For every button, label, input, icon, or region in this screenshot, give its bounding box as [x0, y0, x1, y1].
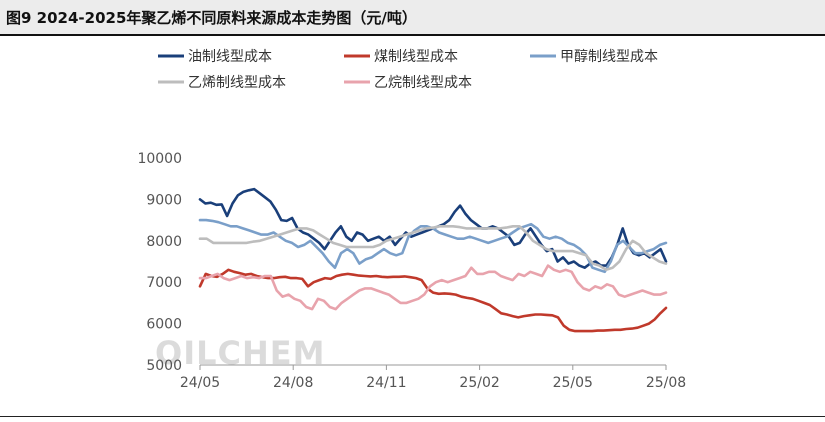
y-tick-label: 5000	[146, 358, 182, 374]
x-tick-label: 25/05	[553, 375, 593, 391]
series-line	[198, 268, 668, 333]
x-tick-label: 25/02	[459, 375, 499, 391]
legend-label: 甲醇制线型成本	[560, 48, 658, 65]
legend-label: 油制线型成本	[188, 49, 272, 65]
legend-label: 乙烯制线型成本	[188, 75, 286, 91]
watermark: OILCHEM	[155, 334, 325, 372]
y-tick-label: 8000	[146, 234, 182, 250]
chart-title: 图9 2024-2025年聚乙烯不同原料来源成本走势图（元/吨）	[6, 9, 417, 27]
legend-label: 乙烷制线型成本	[374, 75, 472, 91]
y-tick-label: 6000	[146, 317, 182, 333]
y-tick-label: 7000	[146, 275, 182, 291]
series-line	[198, 264, 668, 311]
x-tick-label: 24/05	[180, 375, 220, 391]
y-tick-label: 10000	[137, 151, 182, 167]
series-line	[198, 225, 668, 272]
y-tick-label: 9000	[146, 192, 182, 208]
legend-label: 煤制线型成本	[374, 49, 458, 65]
x-tick-label: 25/08	[646, 375, 686, 391]
x-tick-label: 24/08	[273, 375, 313, 391]
bottom-rule	[0, 416, 825, 417]
title-bar: 图9 2024-2025年聚乙烯不同原料来源成本走势图（元/吨）	[0, 0, 825, 36]
x-tick-label: 24/11	[366, 375, 406, 391]
